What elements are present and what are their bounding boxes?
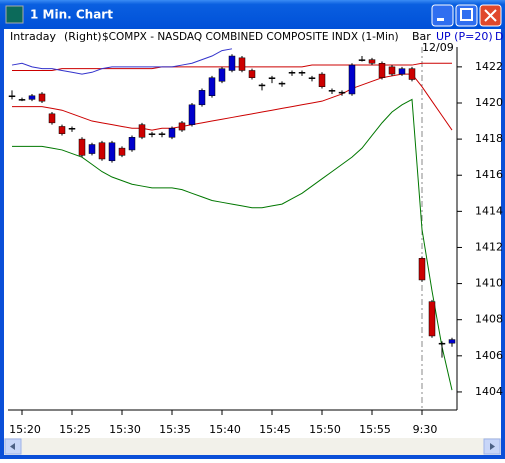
symbol-label: $COMPX - NASDAQ COMBINED COMPOSITE INDX … — [102, 31, 399, 43]
candle-body — [8, 95, 16, 98]
chart-panel — [4, 29, 501, 455]
candle-body — [228, 55, 236, 71]
candle-body — [218, 68, 226, 82]
candle-body — [418, 258, 426, 281]
y-tick-label: 1406 — [475, 349, 503, 362]
candle-body — [248, 70, 256, 78]
candle-body — [128, 137, 136, 151]
title-bar — [0, 0, 505, 29]
candle-body — [368, 59, 376, 64]
y-tick-label: 1404 — [475, 385, 503, 398]
candle-body — [298, 72, 306, 74]
candle-body — [328, 90, 336, 92]
candle-body — [168, 128, 176, 138]
y-tick-label: 1410 — [475, 277, 503, 290]
candle-body — [148, 133, 156, 135]
candle-body — [118, 147, 126, 156]
candle-body — [408, 68, 416, 80]
candle-body — [38, 93, 46, 102]
x-tick-label: 15:55 — [359, 423, 391, 436]
candle-body — [158, 133, 166, 135]
candle-body — [398, 68, 406, 75]
y-tick-label: 1418 — [475, 132, 503, 145]
minimize-button[interactable] — [431, 4, 454, 27]
candle-body — [318, 73, 326, 87]
candle-body — [78, 138, 86, 156]
y-tick-label: 1408 — [475, 313, 503, 326]
style-label: Bar — [412, 30, 431, 43]
candle-body — [278, 82, 286, 85]
scroll-left-icon — [10, 443, 15, 450]
candle-body — [388, 66, 396, 75]
candle-body — [198, 90, 206, 106]
date-label: 12/09 — [422, 41, 454, 54]
candle-body — [348, 64, 356, 95]
band-line — [12, 73, 453, 131]
y-tick-label: 1422 — [475, 60, 503, 73]
candle-body — [448, 339, 456, 344]
x-tick-label: 15:45 — [259, 423, 291, 436]
y-tick-label: 1414 — [475, 204, 503, 217]
candle-body — [438, 342, 446, 345]
window-icon — [5, 5, 24, 24]
candle-body — [68, 128, 76, 130]
band-line — [11, 48, 233, 75]
candle-body — [358, 59, 366, 61]
maximize-icon — [460, 8, 473, 21]
x-tick-label: 15:50 — [309, 423, 341, 436]
candle-body — [88, 144, 96, 154]
extra-label: D — [495, 30, 503, 43]
y-tick-label: 1420 — [475, 96, 503, 109]
x-tick-label: 15:25 — [59, 423, 91, 436]
study-label: UP (P=20) — [436, 30, 493, 43]
x-tick-label: 15:40 — [209, 423, 241, 436]
candle-body — [258, 84, 266, 87]
minimize-icon — [437, 18, 444, 21]
close-icon — [484, 9, 497, 22]
candle-body — [98, 142, 106, 160]
candle-body — [378, 63, 386, 78]
candle-body — [188, 104, 196, 125]
y-tick-label: 1416 — [475, 168, 503, 181]
mode-label: Intraday — [10, 30, 57, 43]
band-line — [12, 98, 453, 391]
candle-body — [338, 91, 346, 94]
scroll-right-icon — [490, 443, 495, 450]
y-tick-label: 1412 — [475, 240, 503, 253]
x-tick-label: 9:30 — [413, 423, 438, 436]
candle-body — [238, 57, 246, 71]
x-tick-label: 15:30 — [109, 423, 141, 436]
candle-body — [178, 122, 186, 131]
candle-body — [58, 126, 66, 134]
candle-body — [18, 99, 26, 101]
candle-body — [138, 124, 146, 138]
side-label: (Right) — [64, 30, 102, 43]
x-tick-label: 15:20 — [9, 423, 41, 436]
window-title: 1 Min. Chart — [30, 8, 113, 22]
candle-body — [308, 77, 316, 79]
candle-body — [28, 95, 36, 100]
scrollbar[interactable] — [4, 438, 501, 455]
candle-body — [108, 142, 116, 162]
candle-body — [428, 301, 436, 337]
candle-body — [288, 72, 296, 74]
candle-body — [268, 77, 276, 79]
x-tick-label: 15:35 — [159, 423, 191, 436]
candle-body — [48, 113, 56, 124]
candle-body — [208, 77, 216, 97]
